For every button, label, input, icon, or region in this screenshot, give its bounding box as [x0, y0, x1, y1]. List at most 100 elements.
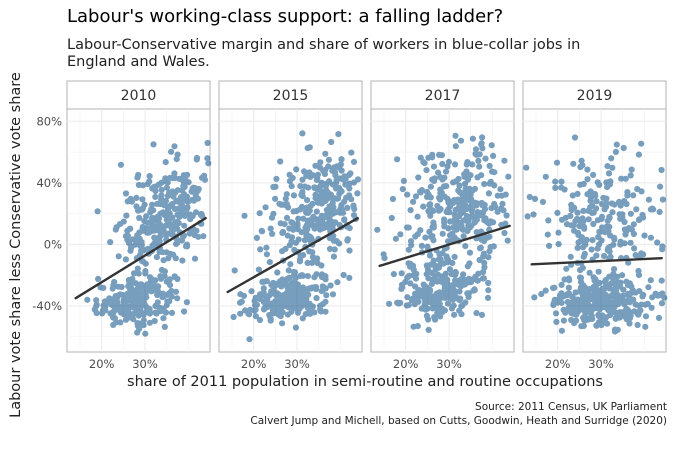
- data-point: [335, 184, 342, 191]
- data-point: [464, 228, 471, 235]
- y-tick-label: 80%: [36, 114, 62, 128]
- x-tick-label: 30%: [132, 357, 158, 371]
- data-point: [438, 274, 445, 281]
- data-point: [174, 239, 181, 246]
- facet-strip: [66, 80, 211, 110]
- data-point: [479, 145, 486, 152]
- data-point: [142, 268, 149, 275]
- data-point: [439, 230, 446, 237]
- data-point: [592, 192, 599, 199]
- data-point: [263, 244, 270, 251]
- data-point: [176, 175, 183, 182]
- data-point: [423, 188, 431, 195]
- data-point: [287, 261, 294, 268]
- data-point: [424, 305, 431, 312]
- data-point: [429, 224, 436, 231]
- data-point: [607, 253, 614, 260]
- data-point: [317, 159, 324, 166]
- data-point: [174, 295, 181, 302]
- data-point: [381, 255, 388, 262]
- data-point: [423, 271, 430, 278]
- data-point: [609, 209, 616, 216]
- data-point: [624, 306, 631, 313]
- data-point: [261, 298, 269, 305]
- data-point: [580, 282, 587, 289]
- data-point: [432, 264, 440, 271]
- data-point: [331, 246, 338, 253]
- data-point: [317, 164, 324, 171]
- data-point: [497, 186, 504, 193]
- data-point: [270, 289, 277, 296]
- data-point: [168, 293, 175, 300]
- data-point: [558, 281, 565, 288]
- data-point: [561, 186, 568, 193]
- data-point: [322, 194, 329, 202]
- data-point: [439, 160, 446, 168]
- data-point: [436, 289, 443, 296]
- data-point: [630, 230, 638, 238]
- data-point: [451, 161, 459, 168]
- data-point: [174, 151, 181, 158]
- data-point: [593, 288, 600, 295]
- facet-strip-label: 2010: [121, 88, 157, 104]
- data-point: [205, 160, 212, 167]
- data-point: [448, 271, 455, 278]
- data-point: [451, 253, 458, 260]
- data-point: [153, 235, 160, 242]
- data-point: [304, 197, 311, 204]
- data-point: [616, 198, 623, 205]
- data-point: [404, 191, 411, 198]
- data-point: [581, 250, 588, 257]
- data-point: [622, 175, 629, 182]
- data-point: [474, 174, 481, 181]
- data-point: [453, 294, 460, 301]
- data-point: [648, 304, 655, 311]
- data-point: [583, 309, 590, 316]
- data-point: [253, 234, 260, 241]
- data-point: [295, 215, 302, 222]
- data-point: [159, 249, 166, 256]
- data-point: [318, 200, 325, 207]
- data-point: [394, 156, 401, 163]
- data-point: [139, 196, 146, 203]
- data-point: [598, 200, 606, 208]
- data-point: [461, 189, 468, 196]
- data-point: [475, 157, 482, 164]
- data-point: [146, 319, 153, 326]
- data-point: [404, 274, 411, 281]
- data-point: [155, 291, 162, 298]
- data-point: [441, 223, 448, 230]
- data-point: [531, 195, 539, 202]
- data-point: [270, 310, 277, 317]
- data-point: [645, 196, 653, 203]
- data-point: [539, 198, 547, 205]
- data-point: [257, 246, 264, 253]
- data-point: [426, 228, 433, 235]
- data-point: [179, 202, 186, 209]
- data-point: [301, 237, 308, 244]
- data-point: [466, 249, 474, 256]
- data-point: [330, 253, 337, 260]
- data-point: [306, 207, 313, 214]
- data-point: [598, 213, 606, 220]
- data-point: [160, 209, 167, 216]
- data-point: [474, 277, 481, 284]
- data-point: [314, 171, 321, 178]
- data-point: [588, 246, 595, 253]
- data-point: [450, 234, 457, 241]
- data-point: [466, 197, 473, 204]
- chart-subtitle: Labour-Conservative margin and share of …: [67, 37, 581, 70]
- data-point: [150, 141, 157, 148]
- data-point: [429, 176, 436, 183]
- data-point: [122, 316, 130, 323]
- data-point: [430, 237, 437, 244]
- data-point: [560, 317, 568, 324]
- data-point: [504, 237, 511, 244]
- data-point: [286, 274, 293, 281]
- data-point: [318, 179, 325, 186]
- data-point: [570, 160, 577, 167]
- data-point: [471, 287, 478, 294]
- data-point: [276, 311, 283, 318]
- data-point: [130, 270, 138, 277]
- data-point: [642, 301, 649, 308]
